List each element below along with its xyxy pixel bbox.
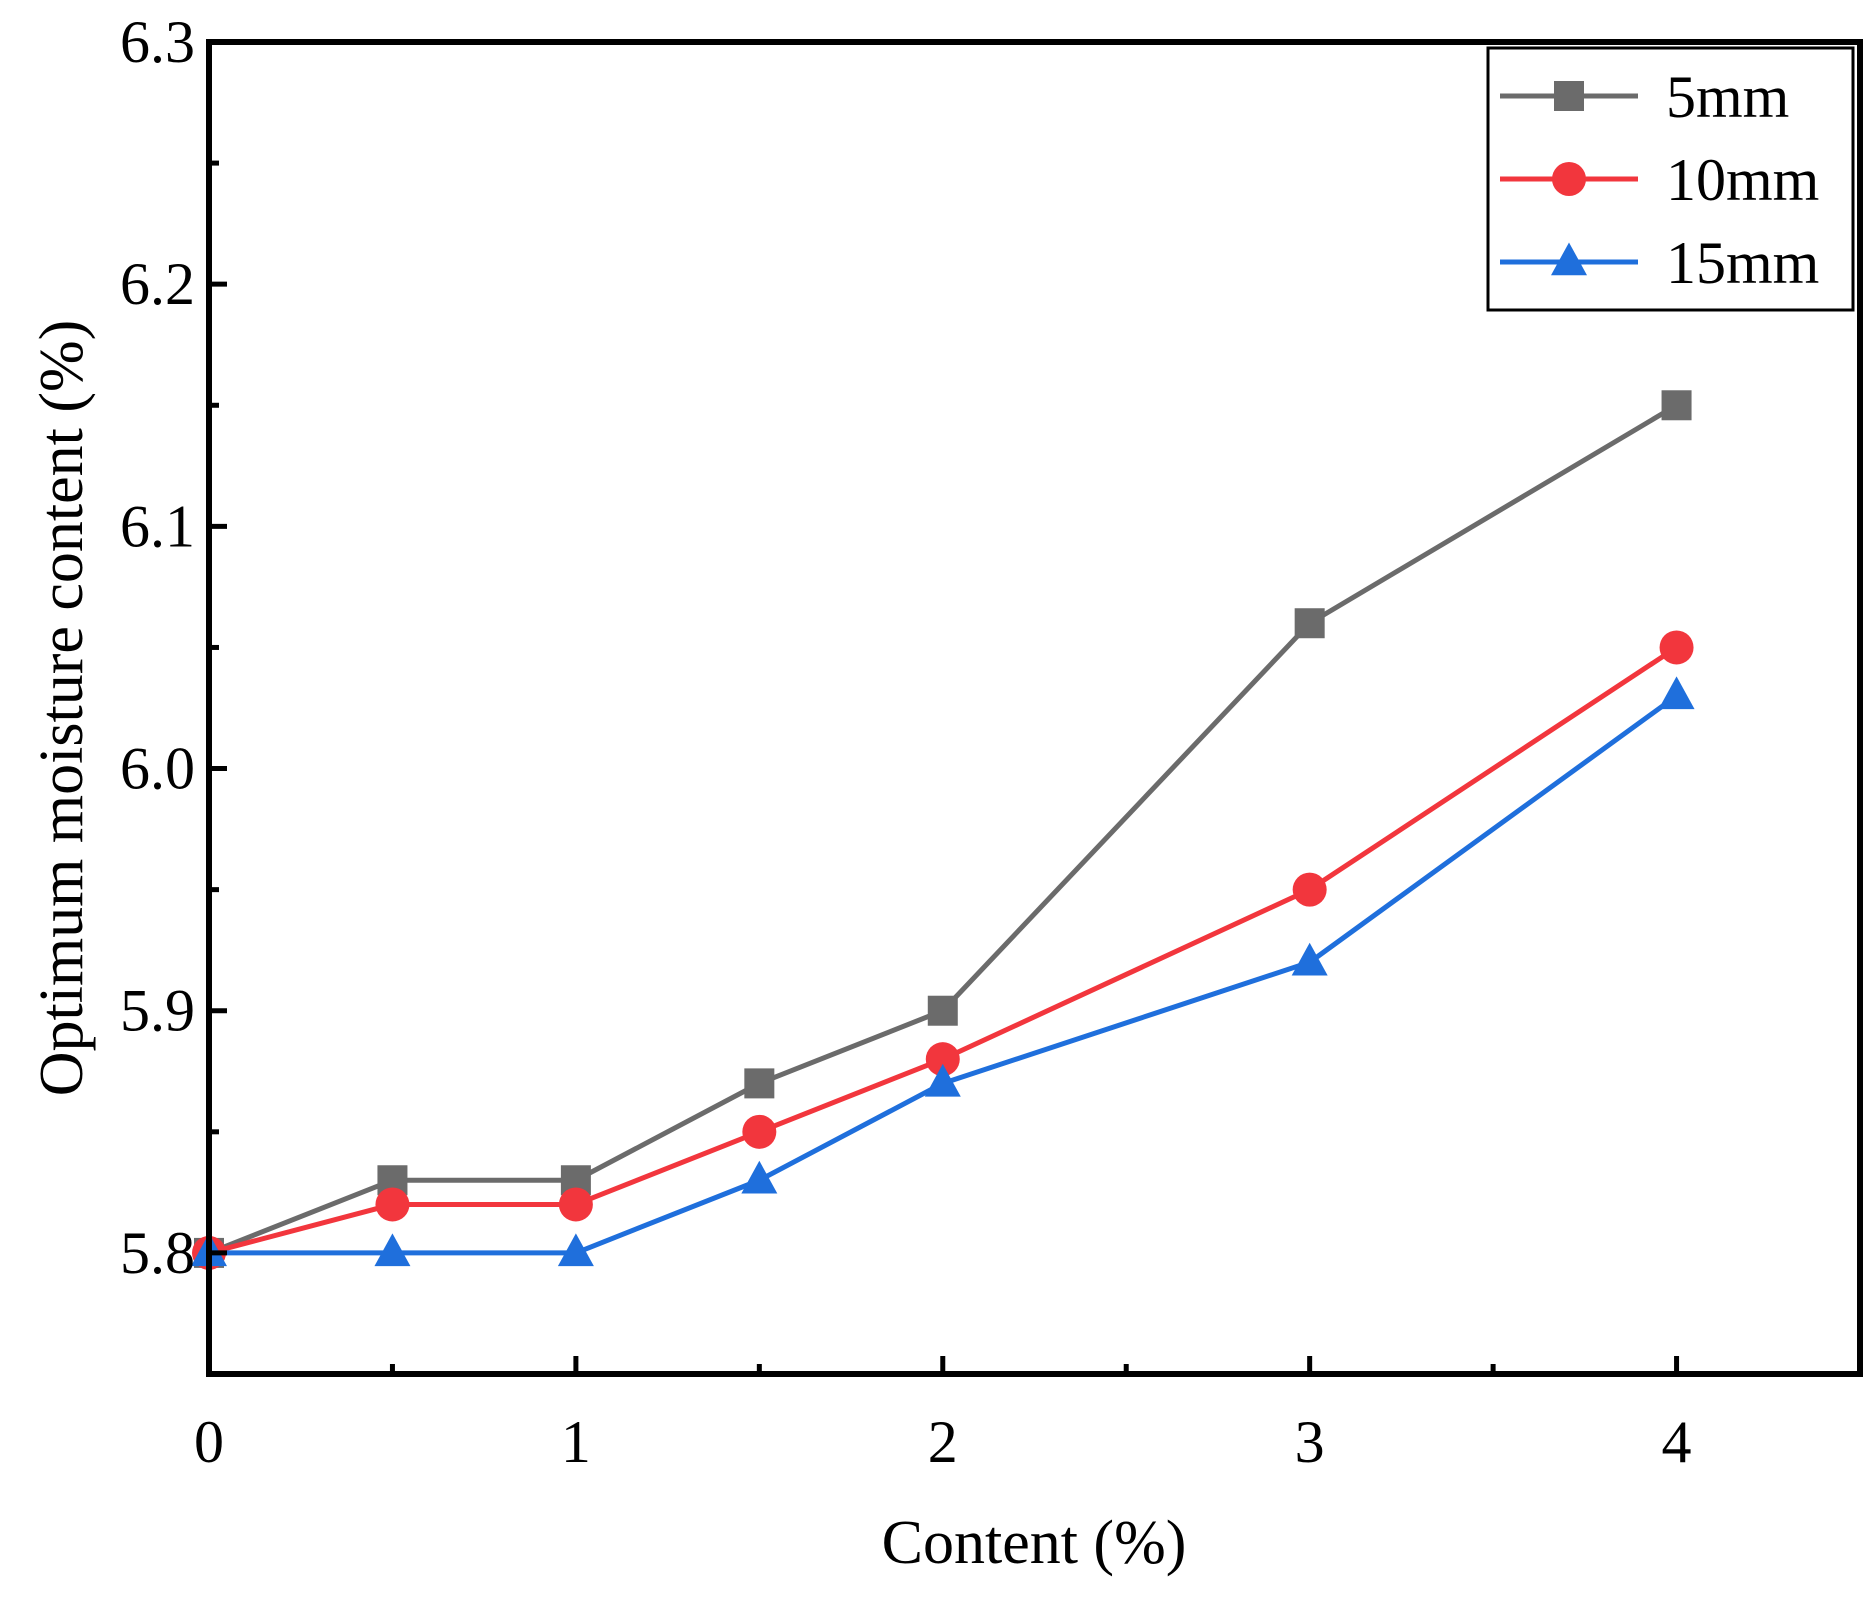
x-tick-label: 3: [1295, 1409, 1325, 1475]
data-point-10mm-1: [375, 1187, 410, 1222]
data-point-15mm-6: [1658, 676, 1695, 710]
data-point-15mm-2: [557, 1233, 594, 1267]
data-point-10mm-2: [558, 1187, 593, 1222]
series-line-5mm: [208, 403, 1678, 1256]
y-tick-label: 5.9: [120, 978, 195, 1044]
legend-marker-5mm: [1554, 81, 1584, 111]
legend-label-15mm: 15mm: [1666, 230, 1819, 296]
legend-label-5mm: 5mm: [1666, 64, 1789, 130]
y-tick-label: 6.2: [120, 251, 195, 317]
data-point-5mm-5: [1294, 608, 1325, 639]
legend: 5mm 10mm 15mm: [1486, 46, 1855, 312]
y-tick-label: 6.0: [120, 736, 195, 802]
data-point-10mm-3: [742, 1114, 777, 1149]
plot-marks: [191, 390, 1695, 1270]
series-line-15mm: [209, 693, 1679, 1256]
data-point-15mm-3: [741, 1160, 778, 1194]
axis-ticks: 0 1 2 3 4 5.8 5.9 6.0 6.1 6.2 6.3: [120, 9, 1692, 1475]
legend-label-10mm: 10mm: [1666, 147, 1819, 213]
y-axis-title: Optimum moisture content (%): [28, 320, 96, 1097]
x-axis-title: Content (%): [882, 1509, 1187, 1577]
data-point-10mm-5: [1292, 872, 1327, 907]
x-tick-label: 1: [561, 1409, 591, 1475]
y-tick-label: 5.8: [120, 1220, 195, 1286]
x-tick-label: 0: [194, 1409, 224, 1475]
plot-frame: [206, 39, 1863, 1377]
data-point-5mm-6: [1661, 390, 1692, 421]
y-tick-label: 6.1: [120, 493, 195, 559]
data-point-15mm-5: [1291, 942, 1328, 976]
data-point-15mm-1: [374, 1233, 411, 1267]
data-point-10mm-6: [1659, 630, 1694, 665]
y-tick-label: 6.3: [120, 9, 195, 75]
legend-marker-10mm: [1552, 162, 1586, 196]
series-line-10mm: [208, 645, 1678, 1256]
x-tick-label: 2: [928, 1409, 958, 1475]
data-point-15mm-4: [924, 1063, 961, 1097]
x-tick-label: 4: [1662, 1409, 1692, 1475]
data-point-5mm-3: [744, 1068, 775, 1099]
data-point-5mm-4: [927, 995, 958, 1026]
data-point-10mm-4: [925, 1042, 960, 1077]
legend-marker-15mm: [1551, 242, 1587, 276]
